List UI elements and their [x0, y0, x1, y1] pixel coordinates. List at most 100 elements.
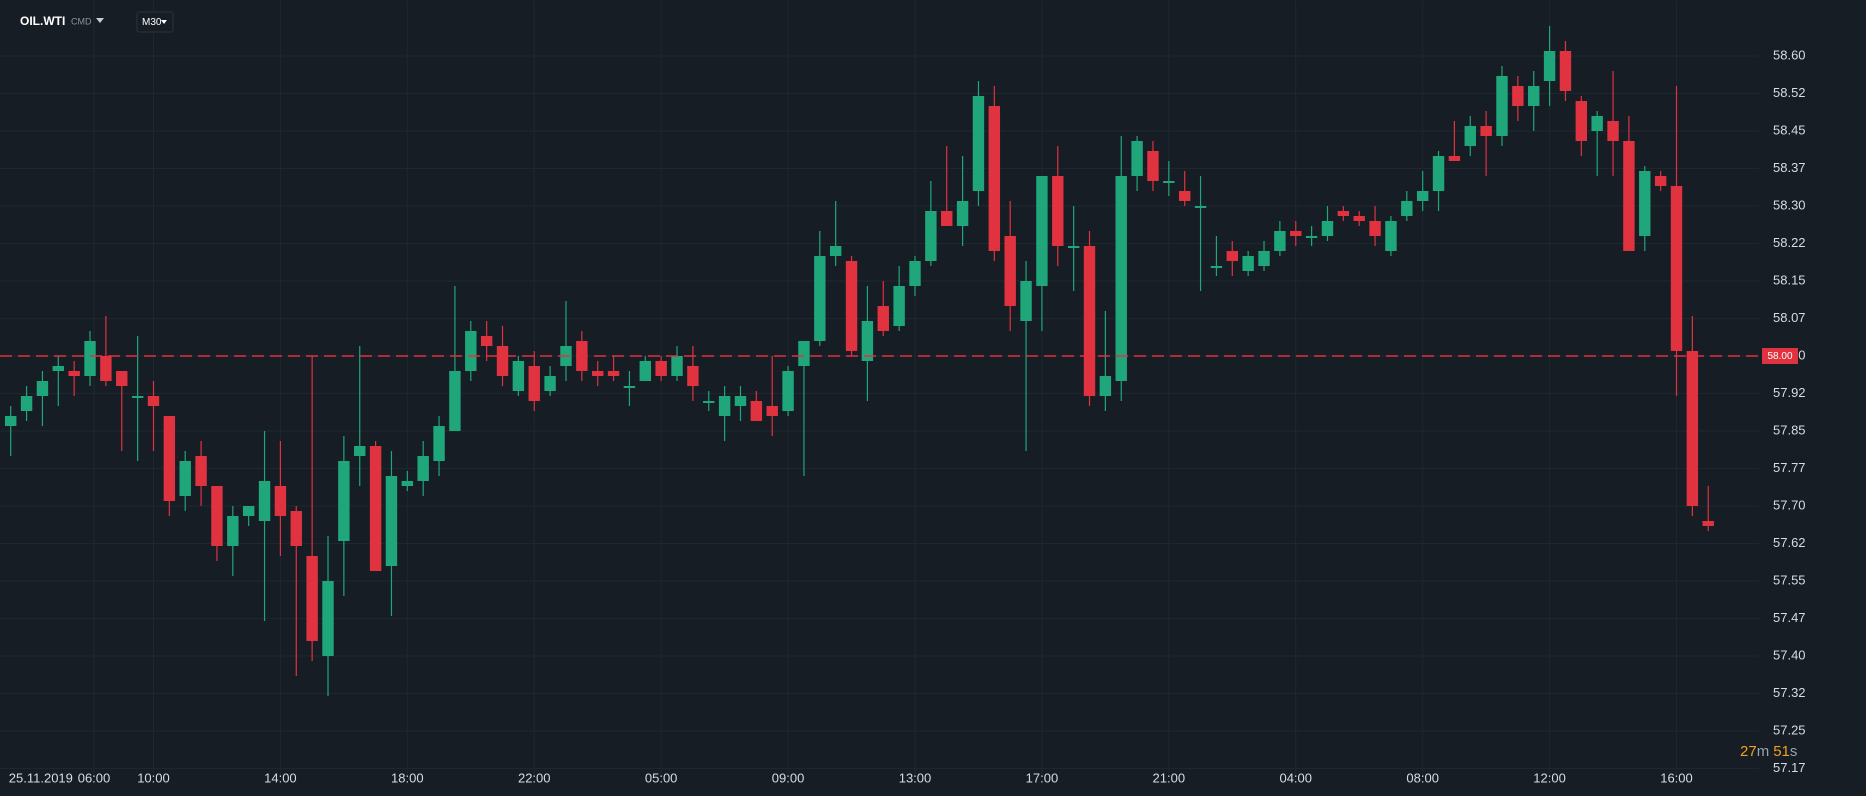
candle-body: [322, 581, 334, 656]
candle-body: [1559, 51, 1572, 91]
candle-body: [1432, 156, 1445, 191]
candle-body: [1210, 266, 1223, 268]
candle-body: [1242, 256, 1254, 271]
x-tick-label: 16:00: [1660, 770, 1693, 785]
y-tick-label: 58.45: [1773, 122, 1806, 137]
x-tick-label: 05:00: [645, 770, 678, 785]
candle-body: [703, 401, 715, 403]
candle-body: [1147, 151, 1159, 181]
candle-body: [1004, 236, 1016, 306]
candle-body: [1099, 376, 1112, 396]
candle-body: [131, 396, 144, 398]
candle-body: [861, 321, 874, 361]
candle-body: [941, 211, 953, 226]
candle-body: [116, 371, 128, 386]
candle-body: [671, 356, 683, 376]
candle-body: [147, 396, 160, 406]
y-tick-label: 57.77: [1773, 460, 1806, 475]
candle-body: [988, 106, 1001, 251]
candle-body: [480, 336, 493, 346]
y-tick-label: 58.37: [1773, 160, 1806, 175]
candle-body: [687, 366, 699, 386]
candle-body: [956, 201, 969, 226]
candle-body: [52, 366, 65, 371]
candle-body: [274, 486, 287, 516]
asset-type: CMD: [71, 16, 92, 26]
candle-body: [1512, 86, 1524, 106]
candle-body: [718, 396, 731, 416]
timeframe-dropdown[interactable]: [161, 20, 167, 24]
candle-body: [227, 516, 239, 546]
candle-body: [1607, 121, 1619, 141]
candle-body: [972, 96, 985, 191]
candle-body: [100, 356, 112, 381]
candle-body: [163, 416, 176, 501]
x-tick-label: 17:00: [1026, 770, 1059, 785]
y-tick-label: 58.60: [1773, 47, 1806, 62]
candle-body: [242, 506, 255, 516]
candle-body: [1623, 141, 1635, 251]
x-tick-label: 09:00: [772, 770, 805, 785]
candle-body: [639, 361, 652, 381]
candle-body: [1020, 281, 1032, 321]
candle-body: [1464, 126, 1476, 146]
countdown-seconds: 51: [1773, 743, 1790, 760]
candle-body: [385, 476, 398, 566]
candle-body: [1321, 221, 1334, 236]
candle-body: [1496, 76, 1508, 136]
candle-body: [449, 371, 461, 431]
candle-body: [893, 286, 905, 326]
x-tick-label: 21:00: [1153, 770, 1186, 785]
symbol[interactable]: OIL.WTI: [20, 14, 65, 28]
candle-body: [1416, 191, 1429, 201]
candle-body: [1369, 221, 1381, 236]
candle-body: [36, 381, 49, 396]
x-tick-label: 06:00: [78, 770, 111, 785]
y-tick-label: 58.07: [1773, 310, 1806, 325]
axes: 58.60 58.52 58.45 58.37 58.30 58.22 58.15 58.07…: [9, 47, 1806, 785]
candle-body: [1702, 521, 1714, 526]
x-tick-label: 18:00: [391, 770, 424, 785]
candle-body: [1274, 231, 1286, 251]
candle-body: [1686, 351, 1699, 506]
candle-body: [1258, 251, 1270, 266]
countdown-seconds-unit: s: [1790, 743, 1798, 760]
x-tick-label: 25.11.2019: [9, 770, 73, 785]
candle-body: [496, 346, 509, 376]
candle-body: [1670, 186, 1683, 351]
candle-body: [1353, 216, 1365, 221]
y-tick-label: 58.22: [1773, 235, 1806, 250]
candle-body: [829, 246, 842, 256]
candle-body: [84, 341, 96, 376]
symbol-dropdown[interactable]: [96, 18, 104, 23]
candle-body: [1290, 231, 1302, 236]
candle-body: [1067, 246, 1080, 248]
candle-body: [1401, 201, 1413, 216]
candle-body: [1448, 156, 1461, 161]
candle-body: [782, 371, 794, 411]
candle-body: [68, 371, 80, 376]
candle-body: [512, 361, 525, 391]
candle-body: [354, 446, 366, 456]
candle-body: [623, 386, 636, 388]
candle-body: [1194, 206, 1207, 208]
y-tick-label: 57.85: [1773, 422, 1806, 437]
candle-body: [1083, 246, 1096, 396]
candle-body: [734, 396, 747, 406]
candle-body: [591, 371, 604, 376]
countdown: 27m 51s: [1740, 743, 1797, 760]
candle-body: [4, 416, 17, 426]
y-tick-label: 57.25: [1773, 722, 1806, 737]
candle-body: [1052, 176, 1064, 246]
y-tick-label: 57.32: [1773, 685, 1806, 700]
candle-body: [369, 446, 382, 571]
timeframe[interactable]: M30: [142, 17, 162, 28]
timeframe-button[interactable]: [136, 11, 174, 33]
candles: [0, 26, 1762, 696]
candle-body: [338, 461, 350, 541]
x-tick-label: 10:00: [137, 770, 170, 785]
countdown-minutes-unit: m: [1757, 743, 1770, 760]
candle-body: [290, 511, 302, 546]
x-tick-label: 22:00: [518, 770, 551, 785]
